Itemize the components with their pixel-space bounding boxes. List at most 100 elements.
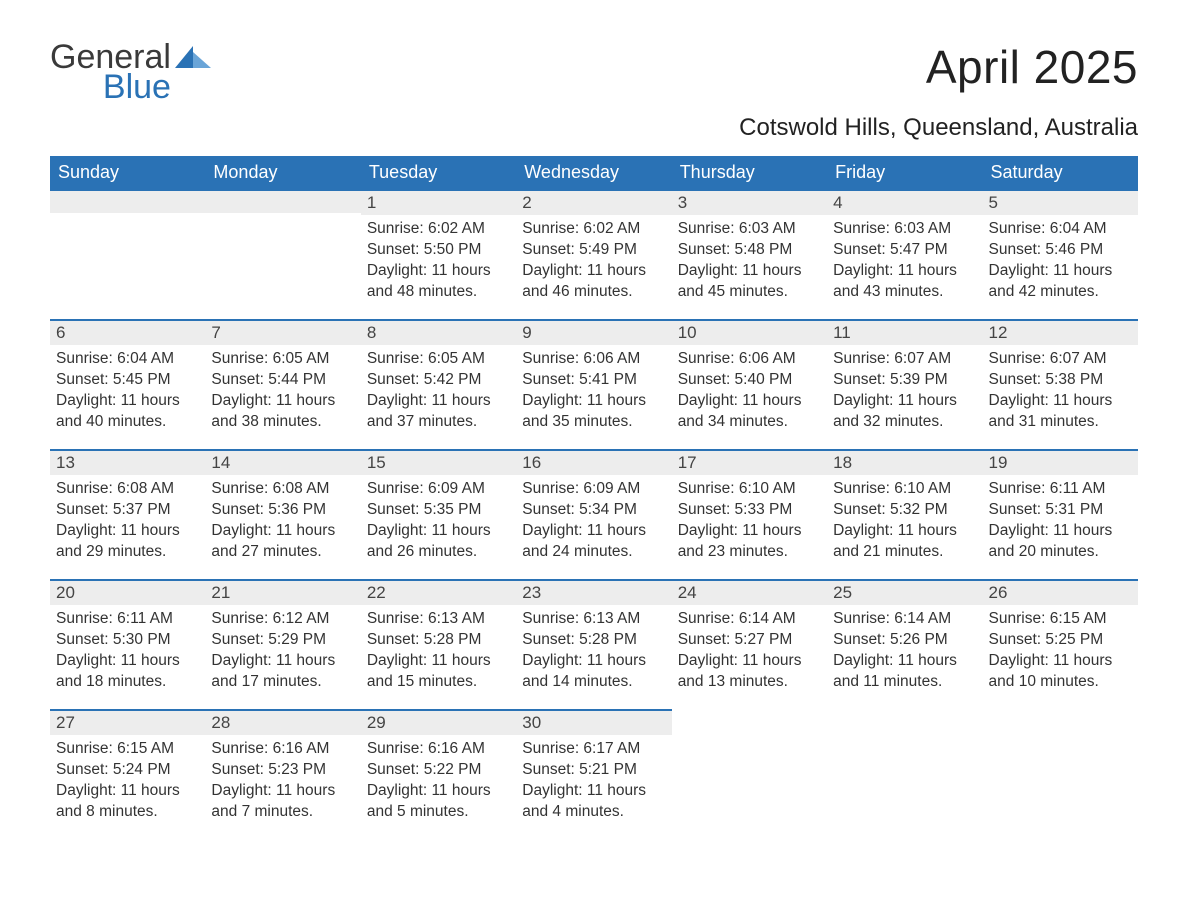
daylight-line-2: and 17 minutes. bbox=[211, 672, 354, 693]
daylight-line-1: Daylight: 11 hours bbox=[678, 651, 821, 672]
sunset-line: Sunset: 5:48 PM bbox=[678, 240, 821, 261]
day-cell: 4Sunrise: 6:03 AMSunset: 5:47 PMDaylight… bbox=[827, 189, 982, 319]
day-cell: 3Sunrise: 6:03 AMSunset: 5:48 PMDaylight… bbox=[672, 189, 827, 319]
page-header: General Blue April 2025 bbox=[50, 40, 1138, 104]
empty-day-cell bbox=[983, 709, 1138, 839]
daylight-line-1: Daylight: 11 hours bbox=[56, 391, 199, 412]
sunset-line: Sunset: 5:50 PM bbox=[367, 240, 510, 261]
day-cell: 11Sunrise: 6:07 AMSunset: 5:39 PMDayligh… bbox=[827, 319, 982, 449]
day-detail: Sunrise: 6:07 AMSunset: 5:38 PMDaylight:… bbox=[983, 345, 1138, 439]
day-detail: Sunrise: 6:17 AMSunset: 5:21 PMDaylight:… bbox=[516, 735, 671, 829]
empty-day-bar bbox=[205, 189, 360, 213]
day-header: Saturday bbox=[983, 156, 1138, 189]
daylight-line-1: Daylight: 11 hours bbox=[989, 261, 1132, 282]
daylight-line-2: and 21 minutes. bbox=[833, 542, 976, 563]
daylight-line-2: and 29 minutes. bbox=[56, 542, 199, 563]
day-number: 9 bbox=[516, 319, 671, 345]
day-cell: 9Sunrise: 6:06 AMSunset: 5:41 PMDaylight… bbox=[516, 319, 671, 449]
daylight-line-1: Daylight: 11 hours bbox=[367, 261, 510, 282]
daylight-line-1: Daylight: 11 hours bbox=[211, 391, 354, 412]
daylight-line-1: Daylight: 11 hours bbox=[833, 261, 976, 282]
daylight-line-2: and 11 minutes. bbox=[833, 672, 976, 693]
calendar-body: 1Sunrise: 6:02 AMSunset: 5:50 PMDaylight… bbox=[50, 189, 1138, 839]
sunset-line: Sunset: 5:40 PM bbox=[678, 370, 821, 391]
sunset-line: Sunset: 5:42 PM bbox=[367, 370, 510, 391]
day-cell: 27Sunrise: 6:15 AMSunset: 5:24 PMDayligh… bbox=[50, 709, 205, 839]
day-detail: Sunrise: 6:15 AMSunset: 5:25 PMDaylight:… bbox=[983, 605, 1138, 699]
daylight-line-2: and 5 minutes. bbox=[367, 802, 510, 823]
sunrise-line: Sunrise: 6:02 AM bbox=[522, 219, 665, 240]
day-cell: 21Sunrise: 6:12 AMSunset: 5:29 PMDayligh… bbox=[205, 579, 360, 709]
day-number: 7 bbox=[205, 319, 360, 345]
day-number: 27 bbox=[50, 709, 205, 735]
sunset-line: Sunset: 5:25 PM bbox=[989, 630, 1132, 651]
day-cell: 28Sunrise: 6:16 AMSunset: 5:23 PMDayligh… bbox=[205, 709, 360, 839]
day-detail: Sunrise: 6:09 AMSunset: 5:34 PMDaylight:… bbox=[516, 475, 671, 569]
day-cell: 24Sunrise: 6:14 AMSunset: 5:27 PMDayligh… bbox=[672, 579, 827, 709]
day-detail: Sunrise: 6:04 AMSunset: 5:45 PMDaylight:… bbox=[50, 345, 205, 439]
day-cell: 12Sunrise: 6:07 AMSunset: 5:38 PMDayligh… bbox=[983, 319, 1138, 449]
location-line: Cotswold Hills, Queensland, Australia bbox=[50, 114, 1138, 142]
day-number: 19 bbox=[983, 449, 1138, 475]
brand-mark-icon bbox=[175, 46, 211, 77]
day-detail: Sunrise: 6:07 AMSunset: 5:39 PMDaylight:… bbox=[827, 345, 982, 439]
day-cell: 7Sunrise: 6:05 AMSunset: 5:44 PMDaylight… bbox=[205, 319, 360, 449]
sunset-line: Sunset: 5:21 PM bbox=[522, 760, 665, 781]
daylight-line-1: Daylight: 11 hours bbox=[211, 781, 354, 802]
daylight-line-2: and 42 minutes. bbox=[989, 282, 1132, 303]
daylight-line-1: Daylight: 11 hours bbox=[833, 521, 976, 542]
calendar-week: 13Sunrise: 6:08 AMSunset: 5:37 PMDayligh… bbox=[50, 449, 1138, 579]
sunset-line: Sunset: 5:33 PM bbox=[678, 500, 821, 521]
daylight-line-1: Daylight: 11 hours bbox=[678, 261, 821, 282]
sunrise-line: Sunrise: 6:07 AM bbox=[833, 349, 976, 370]
sunrise-line: Sunrise: 6:03 AM bbox=[678, 219, 821, 240]
daylight-line-2: and 35 minutes. bbox=[522, 412, 665, 433]
sunset-line: Sunset: 5:36 PM bbox=[211, 500, 354, 521]
day-detail: Sunrise: 6:16 AMSunset: 5:22 PMDaylight:… bbox=[361, 735, 516, 829]
day-header: Tuesday bbox=[361, 156, 516, 189]
day-detail: Sunrise: 6:03 AMSunset: 5:47 PMDaylight:… bbox=[827, 215, 982, 309]
day-cell: 23Sunrise: 6:13 AMSunset: 5:28 PMDayligh… bbox=[516, 579, 671, 709]
day-detail: Sunrise: 6:03 AMSunset: 5:48 PMDaylight:… bbox=[672, 215, 827, 309]
sunset-line: Sunset: 5:41 PM bbox=[522, 370, 665, 391]
daylight-line-2: and 31 minutes. bbox=[989, 412, 1132, 433]
sunrise-line: Sunrise: 6:16 AM bbox=[211, 739, 354, 760]
daylight-line-2: and 13 minutes. bbox=[678, 672, 821, 693]
daylight-line-2: and 48 minutes. bbox=[367, 282, 510, 303]
day-number: 11 bbox=[827, 319, 982, 345]
sunrise-line: Sunrise: 6:08 AM bbox=[211, 479, 354, 500]
day-number: 10 bbox=[672, 319, 827, 345]
day-detail: Sunrise: 6:06 AMSunset: 5:40 PMDaylight:… bbox=[672, 345, 827, 439]
daylight-line-2: and 7 minutes. bbox=[211, 802, 354, 823]
sunrise-line: Sunrise: 6:14 AM bbox=[833, 609, 976, 630]
day-number: 21 bbox=[205, 579, 360, 605]
daylight-line-1: Daylight: 11 hours bbox=[678, 521, 821, 542]
daylight-line-1: Daylight: 11 hours bbox=[367, 781, 510, 802]
sunrise-line: Sunrise: 6:04 AM bbox=[989, 219, 1132, 240]
sunset-line: Sunset: 5:27 PM bbox=[678, 630, 821, 651]
day-cell: 2Sunrise: 6:02 AMSunset: 5:49 PMDaylight… bbox=[516, 189, 671, 319]
day-cell: 29Sunrise: 6:16 AMSunset: 5:22 PMDayligh… bbox=[361, 709, 516, 839]
sunrise-line: Sunrise: 6:15 AM bbox=[56, 739, 199, 760]
daylight-line-2: and 26 minutes. bbox=[367, 542, 510, 563]
sunrise-line: Sunrise: 6:04 AM bbox=[56, 349, 199, 370]
daylight-line-2: and 34 minutes. bbox=[678, 412, 821, 433]
daylight-line-1: Daylight: 11 hours bbox=[833, 391, 976, 412]
daylight-line-2: and 20 minutes. bbox=[989, 542, 1132, 563]
day-header: Monday bbox=[205, 156, 360, 189]
sunrise-line: Sunrise: 6:13 AM bbox=[522, 609, 665, 630]
day-number: 17 bbox=[672, 449, 827, 475]
sunset-line: Sunset: 5:35 PM bbox=[367, 500, 510, 521]
sunset-line: Sunset: 5:28 PM bbox=[522, 630, 665, 651]
day-number: 26 bbox=[983, 579, 1138, 605]
day-number: 6 bbox=[50, 319, 205, 345]
day-number: 16 bbox=[516, 449, 671, 475]
day-detail: Sunrise: 6:02 AMSunset: 5:49 PMDaylight:… bbox=[516, 215, 671, 309]
empty-day-cell bbox=[672, 709, 827, 839]
sunrise-line: Sunrise: 6:16 AM bbox=[367, 739, 510, 760]
sunset-line: Sunset: 5:49 PM bbox=[522, 240, 665, 261]
daylight-line-1: Daylight: 11 hours bbox=[989, 651, 1132, 672]
daylight-line-2: and 15 minutes. bbox=[367, 672, 510, 693]
day-header: Sunday bbox=[50, 156, 205, 189]
empty-day-cell bbox=[827, 709, 982, 839]
